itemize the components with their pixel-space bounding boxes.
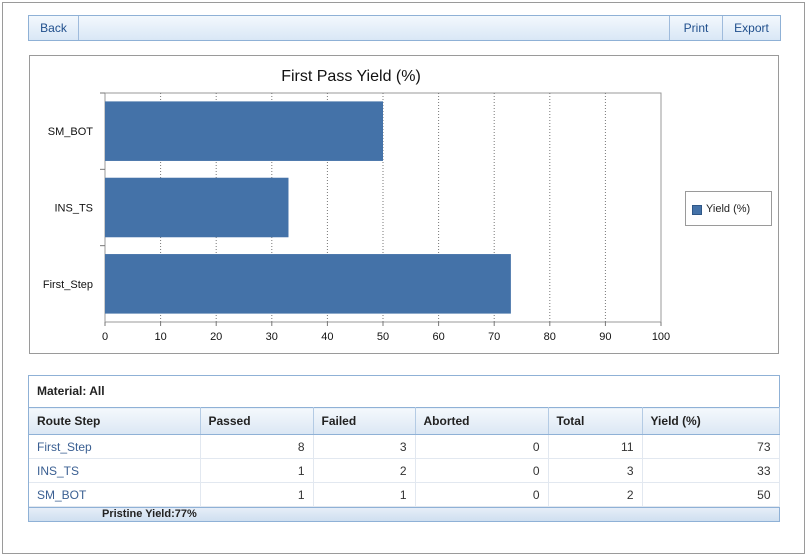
column-header[interactable]: Yield (%) [642,407,780,435]
route-step-cell: INS_TS [29,458,201,483]
x-tick-label: 60 [432,331,444,343]
chart-legend: Yield (%) [685,191,772,226]
route-step-cell: SM_BOT [29,482,201,507]
chart-panel: First Pass Yield (%) SM_BOT INS_TS First_S… [29,55,779,354]
column-header[interactable]: Route Step [29,407,201,435]
chart-title: First Pass Yield (%) [281,68,421,85]
column-header[interactable]: Total [548,407,643,435]
aborted-cell: 0 [415,458,549,483]
route-step-cell: First_Step [29,434,201,459]
total-cell: 11 [548,434,643,459]
x-tick-label: 20 [210,331,222,343]
yield-cell: 73 [642,434,780,459]
legend-label: Yield (%) [706,203,751,215]
category-label: SM_BOT [48,126,94,138]
yield-cell: 50 [642,482,780,507]
total-cell: 3 [548,458,643,483]
x-tick-label: 70 [488,331,500,343]
table-header-row: Route Step Passed Failed Aborted Total Y… [29,407,780,435]
aborted-cell: 0 [415,434,549,459]
yield-table: Route Step Passed Failed Aborted Total Y… [29,407,780,507]
export-button[interactable]: Export [722,16,780,40]
material-label: Material: All [37,384,105,398]
x-tick-label: 80 [544,331,556,343]
legend-swatch [692,205,702,215]
pristine-yield-footer: Pristine Yield:77% [29,507,779,521]
bar [105,177,289,238]
yield-grid: Material: All Route Step Passed Failed A… [28,375,780,522]
x-tick-label: 10 [154,331,166,343]
column-header[interactable]: Aborted [415,407,549,435]
yield-cell: 33 [642,458,780,483]
category-label: INS_TS [54,203,93,215]
x-tick-label: 90 [599,331,611,343]
passed-cell: 1 [200,482,314,507]
toolbar: Back Print Export [28,15,781,41]
x-tick-label: 30 [266,331,278,343]
table-row[interactable]: SM_BOT 1 1 0 2 50 [29,482,780,507]
table-row[interactable]: INS_TS 1 2 0 3 33 [29,458,780,483]
category-label: First_Step [43,279,93,291]
back-button[interactable]: Back [29,16,79,40]
passed-cell: 1 [200,458,314,483]
bar [105,254,511,314]
failed-cell: 3 [313,434,416,459]
failed-cell: 1 [313,482,416,507]
total-cell: 2 [548,482,643,507]
x-tick-label: 100 [652,331,670,343]
column-header[interactable]: Failed [313,407,416,435]
table-row[interactable]: First_Step 8 3 0 11 73 [29,434,780,459]
failed-cell: 2 [313,458,416,483]
passed-cell: 8 [200,434,314,459]
bar [105,101,383,161]
column-header[interactable]: Passed [200,407,314,435]
yield-chart: First Pass Yield (%) SM_BOT INS_TS First_S… [43,68,670,343]
x-tick-label: 0 [102,331,108,343]
aborted-cell: 0 [415,482,549,507]
print-button[interactable]: Print [669,16,722,40]
x-tick-label: 50 [377,331,389,343]
x-tick-label: 40 [321,331,333,343]
